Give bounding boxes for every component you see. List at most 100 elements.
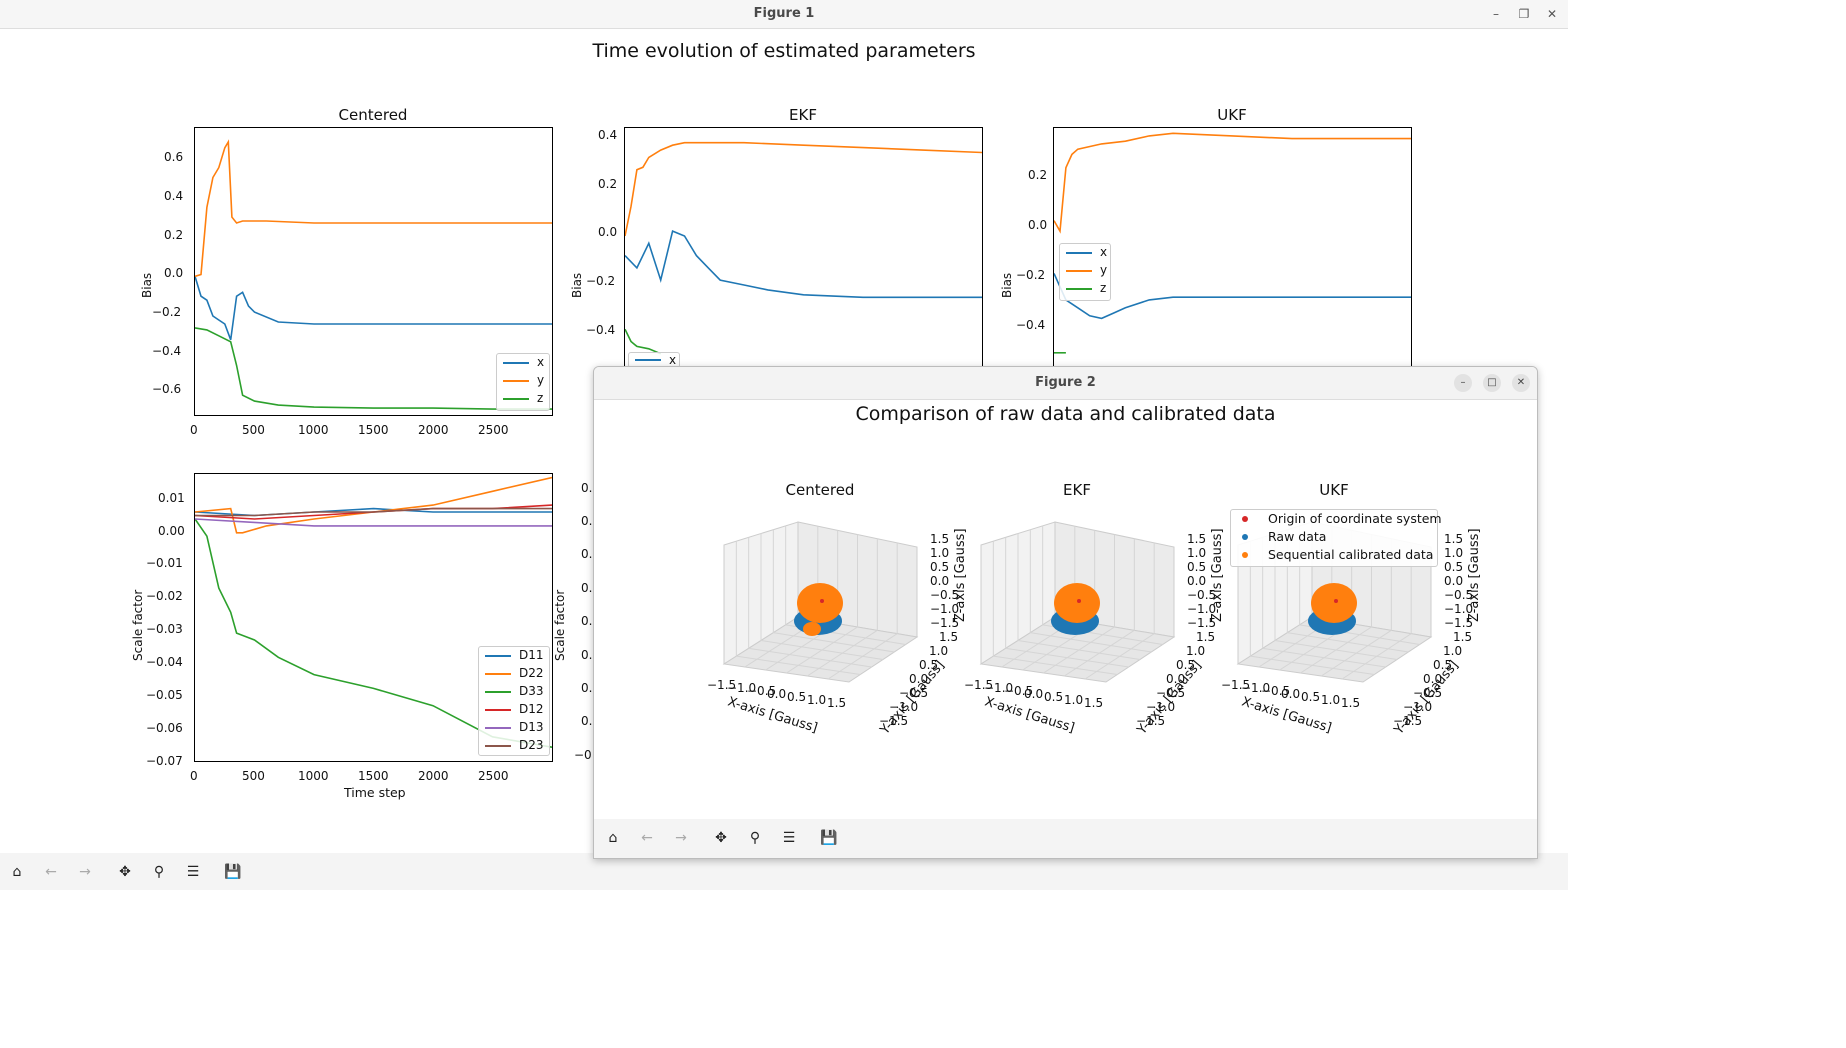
y-tick: −0.4 — [586, 323, 616, 337]
maximize-icon[interactable]: □ — [1483, 374, 1501, 392]
plot-axes-centered[interactable] — [194, 127, 553, 416]
forward-icon[interactable]: → — [675, 830, 687, 846]
y-tick: 0. — [581, 714, 593, 728]
legend-label: D22 — [519, 666, 544, 680]
legend-label: x — [669, 353, 677, 367]
y-tick: 0.0 — [164, 266, 184, 280]
y-tick: −0.6 — [152, 382, 182, 396]
y-tick: −1.0 — [889, 700, 918, 714]
panel-title-centered-3d: Centered — [785, 481, 855, 499]
y-tick: 1.5 — [1453, 630, 1472, 644]
y-tick: 0.0 — [598, 225, 618, 239]
panel-title-ekf: EKF — [789, 106, 817, 124]
x-tick: 500 — [242, 423, 265, 437]
y-axis-label: Y-axis [Gauss] — [1391, 658, 1462, 738]
z-tick: 1.0 — [930, 546, 949, 560]
restore-icon[interactable]: ❐ — [1518, 7, 1530, 21]
z-tick: 1.5 — [1444, 532, 1463, 546]
back-icon[interactable]: ← — [641, 830, 653, 846]
legend-label: y — [537, 373, 545, 387]
y-tick: 1.5 — [1196, 630, 1215, 644]
y-tick: 0.6 — [164, 150, 184, 164]
scatter3d-panel: −1.5−1.5−1.5−1.0−1.0−1.0−0.5−0.5 −0.50.00… — [707, 521, 968, 738]
home-icon[interactable]: ⌂ — [12, 864, 22, 880]
line-plot — [625, 141, 982, 355]
z-tick: 1.5 — [1187, 532, 1206, 546]
close-icon[interactable]: ✕ — [1546, 7, 1558, 21]
z-tick: −1.5 — [930, 616, 959, 630]
window-title: Figure 1 — [753, 6, 815, 21]
z-tick: −0.5 — [1444, 588, 1473, 602]
x-tick: −0.5 — [1261, 684, 1290, 698]
y-tick: 0.0 — [1166, 672, 1185, 686]
legend-scale-factor: D11 D22 D33 D12 D13 D23 — [478, 646, 550, 756]
minimize-icon[interactable]: – — [1454, 374, 1472, 392]
zoom-icon[interactable]: ⚲ — [153, 864, 165, 880]
pan-icon[interactable]: ✥ — [119, 864, 131, 880]
x-tick: −1.0 — [984, 681, 1013, 695]
y-tick: −0.04 — [146, 655, 183, 669]
home-icon[interactable]: ⌂ — [608, 830, 618, 846]
close-icon[interactable]: ✕ — [1512, 374, 1530, 392]
legend-label: D11 — [519, 648, 544, 662]
series-line-y — [195, 139, 552, 278]
x-tick: 0 — [190, 769, 198, 783]
panel-title-centered: Centered — [338, 106, 408, 124]
scatter3d-panels[interactable]: −1.5−1.5−1.5−1.0−1.0−1.0−0.5−0.5 −0.50.00… — [594, 477, 1537, 837]
series-line-D33 — [195, 518, 552, 748]
x-tick: 500 — [242, 769, 265, 783]
z-axis-label: Z-axis [Gauss] — [1210, 528, 1225, 622]
origin-point — [820, 599, 824, 603]
series-line-D23 — [195, 507, 552, 517]
y-tick: 0.4 — [164, 189, 184, 203]
y-tick: 0. — [581, 581, 593, 595]
panel-title-ekf-3d: EKF — [1063, 481, 1091, 499]
x-tick: 0.0 — [767, 687, 786, 701]
y-tick: 0.0 — [909, 672, 928, 686]
configure-icon[interactable]: ☰ — [186, 864, 200, 880]
y-tick: 0. — [581, 547, 593, 561]
plot-axes-ukf[interactable] — [1053, 127, 1412, 367]
legend-label: Sequential calibrated data — [1268, 547, 1434, 562]
configure-icon[interactable]: ☰ — [782, 830, 796, 846]
z-tick: −0.5 — [930, 588, 959, 602]
z-tick: 0.5 — [1444, 560, 1463, 574]
legend-ukf: x y z — [1059, 243, 1111, 301]
y-tick: −0.2 — [1016, 268, 1046, 282]
y-tick: 0.00 — [158, 524, 185, 538]
save-icon[interactable]: 💾 — [224, 864, 242, 880]
y-tick: −1.0 — [1146, 700, 1175, 714]
z-axis-label: Z-axis [Gauss] — [953, 528, 968, 622]
x-tick: 0.0 — [1281, 687, 1300, 701]
z-tick: 0.5 — [930, 560, 949, 574]
zoom-icon[interactable]: ⚲ — [749, 830, 761, 846]
y-tick: 0. — [581, 681, 593, 695]
forward-icon[interactable]: → — [79, 864, 91, 880]
legend-label: x — [537, 355, 545, 369]
save-icon[interactable]: 💾 — [820, 830, 838, 846]
z-axis-label: Z-axis [Gauss] — [1467, 528, 1482, 622]
minimize-icon[interactable]: – — [1493, 7, 1499, 21]
figure2-toolbar: ⌂ ← → ✥ ⚲ ☰ 💾 — [594, 819, 1537, 858]
figure2-titlebar[interactable]: Figure 2 – □ ✕ — [594, 367, 1537, 400]
y-tick: −0.5 — [1413, 686, 1442, 700]
series-line-y — [625, 141, 982, 237]
x-tick: 1.0 — [807, 693, 826, 707]
line-plot — [1054, 132, 1411, 354]
series-line-x — [1054, 273, 1411, 320]
legend-label: D13 — [519, 720, 544, 734]
legend-label: z — [1100, 281, 1107, 295]
back-icon[interactable]: ← — [45, 864, 57, 880]
figure2-window[interactable]: Figure 2 – □ ✕ Comparison of raw data an… — [593, 366, 1538, 859]
legend-label: z — [537, 391, 544, 405]
y-tick: 1.0 — [929, 644, 948, 658]
plot-axes-ekf[interactable] — [624, 127, 983, 367]
x-tick: −1.5 — [964, 678, 993, 692]
legend-label: y — [1100, 263, 1108, 277]
y-tick: 0.01 — [158, 491, 185, 505]
z-tick: −1.0 — [1187, 602, 1216, 616]
pan-icon[interactable]: ✥ — [715, 830, 727, 846]
origin-point — [1077, 599, 1081, 603]
legend-label: Raw data — [1268, 529, 1327, 544]
y-tick: −0.03 — [146, 622, 183, 636]
